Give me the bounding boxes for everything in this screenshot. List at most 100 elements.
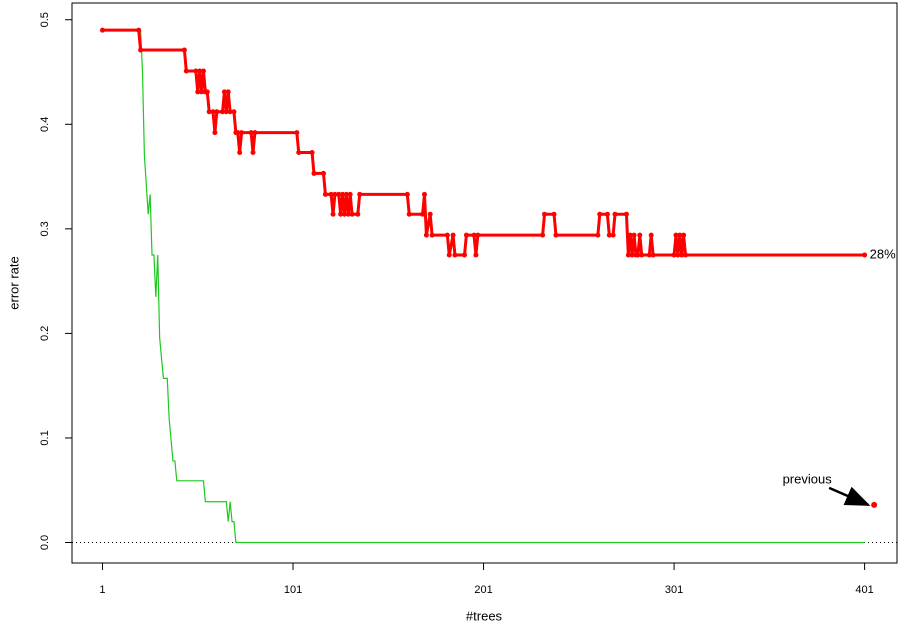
point xyxy=(221,89,227,95)
point xyxy=(355,211,361,217)
point xyxy=(210,109,216,115)
point xyxy=(540,232,546,238)
point xyxy=(473,252,479,258)
end-label: 28% xyxy=(870,246,896,261)
point xyxy=(199,89,205,95)
point xyxy=(862,252,868,258)
point xyxy=(650,252,656,258)
point xyxy=(679,252,685,258)
point xyxy=(330,211,336,217)
point xyxy=(343,191,349,197)
series-line xyxy=(102,28,865,257)
point xyxy=(321,170,327,176)
point xyxy=(471,232,477,238)
previous-label: previous xyxy=(783,471,833,486)
point xyxy=(597,211,603,217)
y-tick-label: 0.4 xyxy=(39,117,51,132)
point xyxy=(225,89,231,95)
point xyxy=(627,232,633,238)
point xyxy=(446,252,452,258)
point xyxy=(427,211,433,217)
point xyxy=(237,150,243,156)
point xyxy=(138,47,144,53)
point xyxy=(406,211,412,217)
point xyxy=(631,232,637,238)
point xyxy=(345,211,351,217)
x-tick-label: 301 xyxy=(665,584,683,596)
x-tick-label: 401 xyxy=(855,584,873,596)
point xyxy=(612,211,618,217)
point xyxy=(239,130,245,136)
point xyxy=(610,232,616,238)
point xyxy=(99,27,105,33)
point xyxy=(227,109,233,115)
y-axis-label: error rate xyxy=(6,256,21,309)
point xyxy=(606,232,612,238)
point xyxy=(309,150,315,156)
point xyxy=(336,191,342,197)
point xyxy=(604,211,610,217)
point xyxy=(648,232,654,238)
point xyxy=(623,211,629,217)
point xyxy=(340,191,346,197)
point xyxy=(420,211,426,217)
point xyxy=(475,232,481,238)
point xyxy=(675,252,681,258)
y-tick-label: 0.3 xyxy=(39,221,51,236)
point xyxy=(444,232,450,238)
x-axis-label: #trees xyxy=(466,608,503,623)
point xyxy=(294,130,300,136)
point xyxy=(639,252,645,258)
point xyxy=(204,89,210,95)
point xyxy=(220,109,226,115)
y-tick-label: 0.2 xyxy=(39,326,51,341)
point xyxy=(197,68,203,74)
point xyxy=(553,232,559,238)
point xyxy=(646,252,652,258)
point xyxy=(461,252,467,258)
point xyxy=(349,211,355,217)
point xyxy=(193,68,199,74)
point xyxy=(200,68,206,74)
previous-point xyxy=(871,501,878,508)
point xyxy=(452,252,458,258)
point xyxy=(404,191,410,197)
point xyxy=(429,232,435,238)
plot-frame xyxy=(71,2,898,564)
x-tick-label: 1 xyxy=(99,584,105,596)
point xyxy=(328,191,334,197)
point xyxy=(463,232,469,238)
point xyxy=(347,191,353,197)
point xyxy=(252,130,258,136)
x-tick-label: 201 xyxy=(474,584,492,596)
y-tick-label: 0.5 xyxy=(39,12,51,27)
point xyxy=(181,47,187,53)
point xyxy=(637,232,643,238)
previous-arrow xyxy=(828,486,871,507)
point xyxy=(332,191,338,197)
point xyxy=(673,232,679,238)
point xyxy=(136,27,142,33)
point xyxy=(248,130,254,136)
point xyxy=(421,191,427,197)
point xyxy=(250,150,256,156)
point xyxy=(183,68,189,74)
point xyxy=(341,211,347,217)
point xyxy=(357,191,363,197)
point xyxy=(206,109,212,115)
point xyxy=(223,109,229,115)
y-tick-label: 0.1 xyxy=(39,430,51,445)
y-tick-label: 0.0 xyxy=(39,535,51,550)
point xyxy=(542,211,548,217)
point xyxy=(214,109,220,115)
point xyxy=(231,109,237,115)
point xyxy=(212,130,218,136)
point xyxy=(625,252,631,258)
point xyxy=(629,252,635,258)
point xyxy=(683,252,689,258)
point xyxy=(296,150,302,156)
point xyxy=(450,232,456,238)
point xyxy=(235,130,241,136)
